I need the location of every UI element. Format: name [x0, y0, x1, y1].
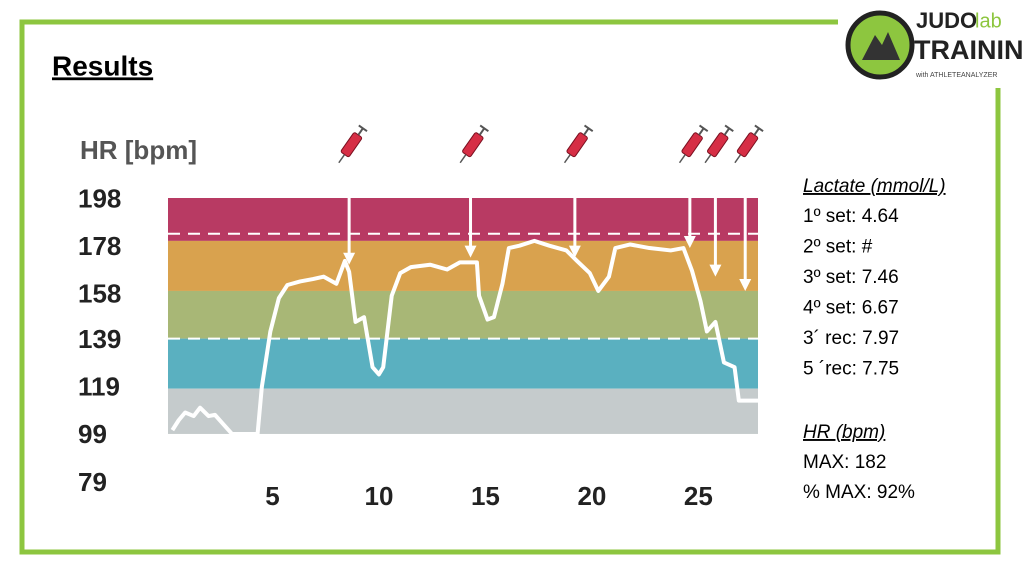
syringe-icon [338, 124, 368, 164]
hr-zone [168, 290, 758, 339]
lactate-heading: Lactate (mmol/L) [803, 176, 946, 197]
y-tick-label: 158 [78, 279, 121, 309]
syringe-needle [563, 154, 571, 164]
x-tick-label: 10 [364, 481, 393, 511]
syringe-plunger [357, 127, 364, 136]
plot: 79 99 119 139 158 178 198 5 10 15 20 25 [78, 124, 764, 511]
y-tick-label: 198 [78, 183, 121, 213]
syringe-icon [678, 124, 709, 164]
syringe-needle [734, 154, 742, 164]
syringe-grip [724, 124, 734, 133]
x-tick-label: 15 [471, 481, 500, 511]
syringe-plunger [698, 127, 705, 136]
x-tick-label: 5 [265, 481, 279, 511]
lactate-line: 3´ rec: 7.97 [803, 328, 899, 349]
arrow-head [343, 252, 356, 265]
syringe-grip [583, 124, 594, 133]
lactate-line: 2º set: # [803, 237, 873, 258]
logo-word: lab [975, 10, 1002, 32]
notes: Lactate (mmol/L) HR (bpm) 1º set: 4.64 2º… [803, 176, 946, 503]
syringe-grip [698, 124, 709, 133]
y-tick-label: 99 [78, 419, 107, 449]
syringe-body [462, 132, 484, 158]
syringe-plunger [723, 127, 730, 136]
syringe-body [340, 132, 363, 158]
logo: JUDO lab TRAINING with ATHLETEANALYZER [838, 0, 1024, 88]
logo-word: TRAINING [914, 35, 1024, 65]
syringe-plunger [753, 127, 760, 136]
y-tick-label: 79 [78, 467, 107, 497]
arrow-head [739, 278, 752, 291]
arrow-head [568, 245, 581, 258]
syringe-needle [704, 154, 712, 164]
lactate-line: 3º set: 7.46 [803, 267, 899, 288]
frame [19, 19, 1001, 555]
slide-title: Results [52, 50, 153, 81]
syringe-body [566, 132, 588, 158]
syringe-body [707, 132, 729, 158]
syringe-plunger [583, 127, 590, 136]
arrow-head [683, 236, 696, 249]
lactate-line: 1º set: 4.64 [803, 206, 899, 227]
x-tick-label: 25 [684, 481, 713, 511]
syringe-needle [338, 154, 346, 164]
y-axis-title: HR [bpm] [80, 135, 197, 165]
syringe-needle [678, 154, 686, 164]
syringe-icon [563, 124, 594, 164]
y-tick-label: 178 [78, 231, 121, 261]
y-tick-label: 119 [78, 372, 120, 402]
arrow-head [464, 245, 477, 258]
syringe-grip [754, 124, 764, 133]
lactate-line: 4º set: 6.67 [803, 298, 899, 319]
syringe-icon [734, 124, 764, 164]
hr-line-text: % MAX: 92% [803, 482, 915, 503]
syringe-body [736, 132, 759, 158]
syringe-plunger [478, 127, 486, 136]
syringe-body [681, 132, 703, 158]
arrow-head [709, 264, 722, 277]
hr-line [170, 238, 758, 436]
logo-word: JUDO [916, 8, 977, 33]
hr-zone [168, 388, 758, 434]
hr-heading: HR (bpm) [803, 422, 885, 443]
syringe-icon [459, 124, 489, 164]
syringe-icon [704, 124, 734, 164]
syringe-grip [358, 124, 368, 133]
logo-tagline: with ATHLETEANALYZER [915, 72, 997, 79]
hr-zone [168, 338, 758, 389]
x-tick-label: 20 [577, 481, 606, 511]
syringe-needle [459, 154, 467, 164]
logo-mountain [862, 32, 900, 60]
lactate-line: 5 ´rec: 7.75 [803, 359, 899, 380]
y-tick-label: 139 [78, 324, 121, 354]
hr-line-text: MAX: 182 [803, 452, 886, 473]
syringe-grip [479, 124, 489, 133]
